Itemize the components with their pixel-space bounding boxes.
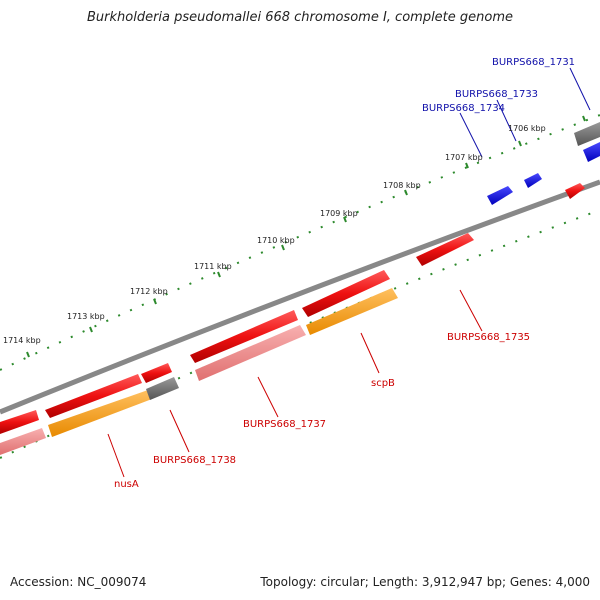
- kbp-label: 1711 kbp: [194, 262, 232, 271]
- gene-label[interactable]: BURPS668_1735: [447, 332, 530, 343]
- map-title: Burkholderia pseudomallei 668 chromosome…: [86, 10, 514, 25]
- gene-label[interactable]: BURPS668_1733: [455, 89, 538, 100]
- gene-red-a[interactable]: [416, 233, 474, 266]
- gene-burps668-1734[interactable]: [487, 186, 513, 205]
- gene-label[interactable]: BURPS668_1731: [492, 57, 575, 68]
- gene-blue-edge[interactable]: [583, 142, 600, 162]
- kbp-label: 1706 kbp: [508, 124, 546, 133]
- kbp-label: 1709 kbp: [320, 209, 358, 218]
- kbp-label: 1714 kbp: [3, 336, 41, 345]
- gene-nusa[interactable]: [48, 390, 152, 437]
- gene-burps668-1738[interactable]: [146, 377, 179, 400]
- outer-major-ticks: [26, 115, 586, 358]
- gene-burps668-1737[interactable]: [190, 310, 298, 363]
- kbp-label: 1713 kbp: [67, 312, 105, 321]
- kbp-label: 1707 kbp: [445, 153, 483, 162]
- topology-label: Topology: circular; Length: 3,912,947 bp…: [260, 575, 590, 589]
- gene-scpb[interactable]: [306, 288, 398, 335]
- gene-red-b[interactable]: [302, 270, 390, 317]
- gene-label[interactable]: scpB: [371, 378, 395, 389]
- gene-burps668-1731[interactable]: [574, 122, 600, 146]
- gene-burps668-1733[interactable]: [524, 173, 542, 188]
- gene-red-c[interactable]: [141, 363, 172, 383]
- gene-pink-a[interactable]: [195, 325, 306, 381]
- gene-red-d[interactable]: [45, 374, 142, 418]
- gene-pink-b[interactable]: [0, 428, 46, 455]
- kbp-label: 1712 kbp: [130, 287, 168, 296]
- gene-red-e[interactable]: [0, 410, 39, 434]
- label-leader-lines: [107, 67, 591, 478]
- genome-backbone: [0, 179, 600, 415]
- kbp-label: 1710 kbp: [257, 236, 295, 245]
- gene-label[interactable]: BURPS668_1738: [153, 455, 236, 466]
- kbp-label: 1708 kbp: [383, 181, 421, 190]
- gene-small-red[interactable]: [565, 183, 585, 199]
- gene-label[interactable]: BURPS668_1734: [422, 103, 505, 114]
- gene-label[interactable]: nusA: [114, 479, 139, 490]
- accession-label: Accession: NC_009074: [10, 575, 147, 589]
- gene-label[interactable]: BURPS668_1737: [243, 419, 326, 430]
